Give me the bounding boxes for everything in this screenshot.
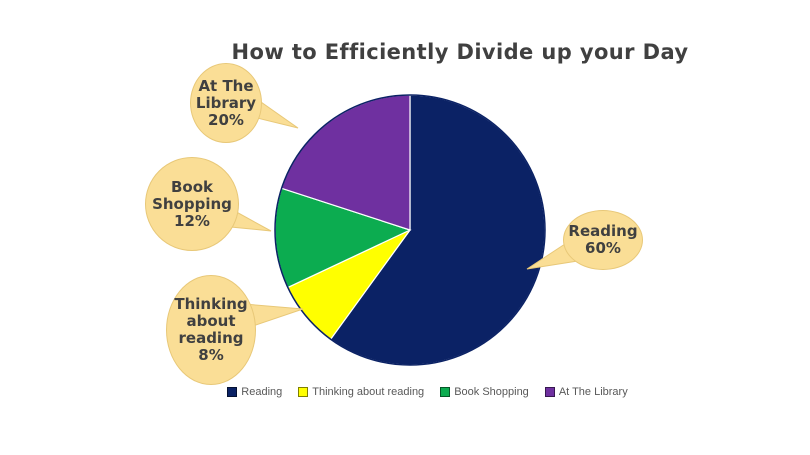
legend-item-at-the-library[interactable]: At The Library (544, 386, 628, 398)
callout-value: 60% (585, 239, 621, 257)
legend-swatch-book-shopping (440, 387, 451, 397)
callout-line: reading (178, 329, 244, 347)
legend-swatch-thinking-about-reading (298, 387, 309, 397)
callout-line: At The (198, 76, 254, 95)
callout-line: Thinking (174, 295, 248, 313)
legend-label: Book Shopping (454, 386, 529, 398)
legend-swatch-at-the-library (544, 387, 555, 397)
callout-line: Shopping (152, 194, 232, 213)
callout-reading: Reading 60% (563, 210, 643, 270)
callout-line: Reading (568, 222, 638, 240)
legend-label: Reading (241, 386, 283, 398)
callout-value: 20% (208, 110, 244, 129)
callout-thinking-about-reading: Thinking about reading 8% (166, 275, 256, 385)
callout-value: 8% (198, 346, 224, 364)
legend-swatch-reading (227, 387, 238, 397)
callout-line: Book (170, 177, 214, 196)
legend-item-thinking-about-reading[interactable]: Thinking about reading (298, 386, 424, 398)
callout-value: 12% (174, 211, 210, 230)
chart-legend: Reading Thinking about reading Book Shop… (0, 386, 810, 398)
pie-chart (274, 94, 546, 366)
callout-line: Library (195, 93, 257, 112)
chart-title: How to Efficiently Divide up your Day (231, 40, 689, 64)
pie-outline (274, 94, 546, 366)
legend-label: At The Library (558, 386, 628, 398)
callout-at-the-library: At The Library 20% (190, 63, 262, 143)
legend-item-reading[interactable]: Reading (227, 386, 282, 398)
callout-book-shopping: Book Shopping 12% (145, 157, 239, 251)
legend-label: Thinking about reading (312, 386, 425, 398)
callout-line: about (186, 312, 236, 330)
legend-item-book-shopping[interactable]: Book Shopping (440, 386, 529, 398)
